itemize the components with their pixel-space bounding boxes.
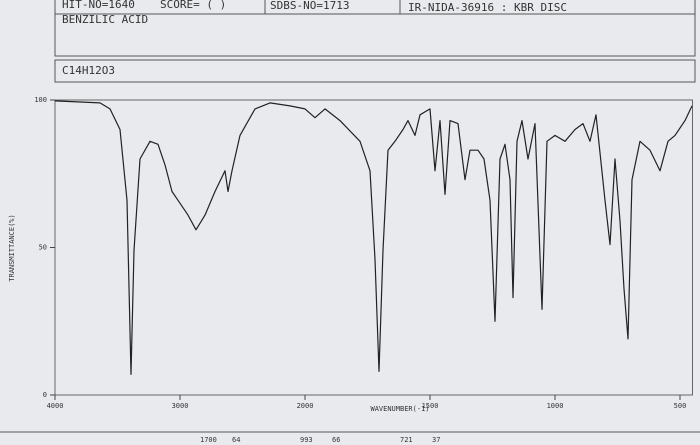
formula-box — [54, 59, 696, 83]
score: SCORE= ( ) — [160, 0, 226, 11]
x-tick-label: 4000 — [47, 402, 64, 410]
x-tick-label: 1500 — [422, 402, 439, 410]
x-tick-label: 3000 — [172, 402, 189, 410]
y-tick-label: 50 — [39, 244, 47, 252]
sdbs-no: SDBS-NO=1713 — [270, 0, 349, 12]
x-tick-label: 1000 — [547, 402, 564, 410]
ir-code: IR-NIDA-36916 : KBR DISC — [408, 1, 567, 14]
hit-no: HIT-NO=1640 — [62, 0, 135, 11]
y-tick-label: 100 — [34, 96, 47, 104]
y-tick-label: 0 — [43, 391, 47, 399]
peak-intensity: 64 — [232, 436, 240, 444]
header-box — [54, 0, 696, 57]
peak-wavenumber: 721 — [400, 436, 413, 444]
x-tick-label: 500 — [674, 402, 687, 410]
y-axis-label: TRANSMITTANCE(%) — [8, 214, 16, 281]
spectrum-line — [54, 100, 693, 375]
peak-intensity: 66 — [332, 436, 340, 444]
peak-wavenumber: 993 — [300, 436, 313, 444]
compound: BENZILIC ACID — [62, 13, 148, 26]
formula: C14H12O3 — [62, 64, 115, 77]
peak-intensity: 37 — [432, 436, 440, 444]
x-tick-label: 2000 — [297, 402, 314, 410]
peak-wavenumber: 1700 — [200, 436, 217, 444]
x-axis-label: WAVENUMBER(-1) — [370, 405, 429, 413]
